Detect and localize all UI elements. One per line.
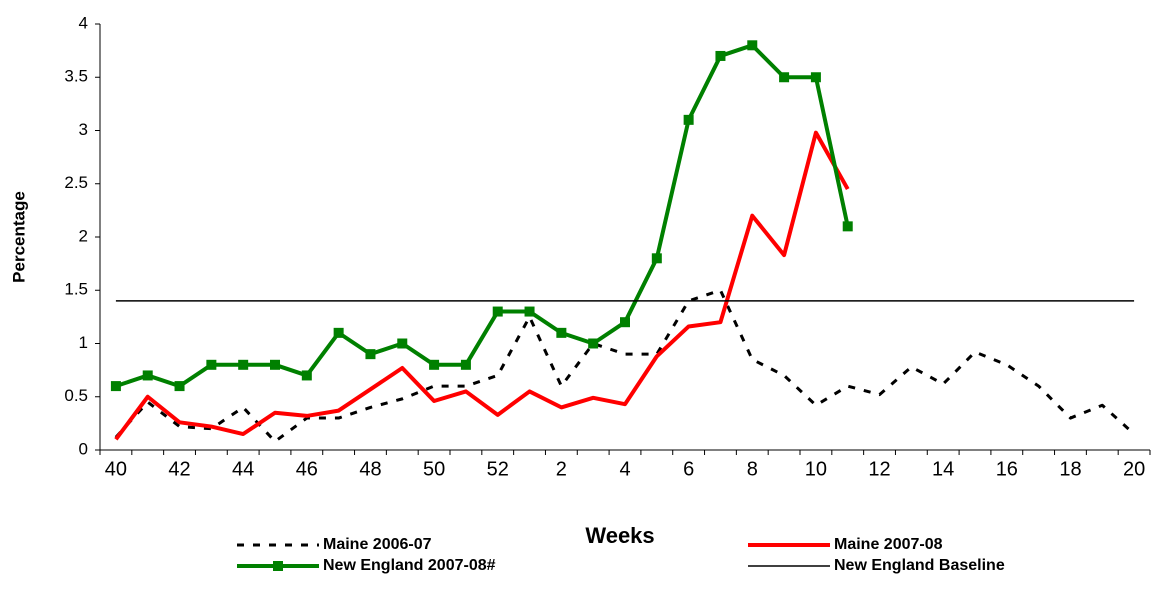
x-tick-label: 10 <box>805 458 827 480</box>
marker <box>715 50 726 61</box>
x-tick-label: 4 <box>619 458 630 480</box>
y-tick-label: 1 <box>79 333 88 352</box>
y-tick-label: 3.5 <box>64 67 88 86</box>
marker <box>110 381 121 392</box>
x-tick-label: 44 <box>232 458 254 480</box>
x-tick-label: 12 <box>868 458 890 480</box>
marker <box>174 381 185 392</box>
legend-label: New England Baseline <box>834 557 1005 574</box>
y-tick-label: 2 <box>79 226 88 245</box>
series-line <box>114 130 850 441</box>
marker <box>365 349 376 360</box>
y-axis-label: Percentage <box>9 191 28 283</box>
marker <box>747 40 758 51</box>
x-tick-label: 2 <box>556 458 567 480</box>
x-tick-label: 16 <box>996 458 1018 480</box>
y-tick-label: 1.5 <box>64 280 88 299</box>
marker <box>492 306 503 317</box>
legend-label: Maine 2006-07 <box>323 536 432 553</box>
marker <box>206 359 217 370</box>
x-tick-label: 14 <box>932 458 954 480</box>
marker <box>429 359 440 370</box>
marker <box>588 338 599 349</box>
marker <box>620 317 630 328</box>
y-tick-label: 2.5 <box>64 173 88 192</box>
legend-label: New England 2007-08# <box>323 557 496 574</box>
marker <box>779 72 790 83</box>
marker <box>524 306 535 317</box>
y-tick-label: 4 <box>79 13 88 32</box>
marker <box>142 370 153 381</box>
x-tick-label: 6 <box>683 458 694 480</box>
marker <box>333 327 344 338</box>
x-axis-label: Weeks <box>585 523 654 548</box>
x-tick-label: 8 <box>747 458 758 480</box>
marker <box>683 114 694 125</box>
x-tick-label: 46 <box>296 458 318 480</box>
marker <box>842 221 853 232</box>
marker <box>810 72 821 83</box>
x-tick-label: 40 <box>105 458 127 480</box>
y-tick-label: 0.5 <box>64 386 88 405</box>
y-tick-label: 3 <box>79 120 88 139</box>
legend-marker <box>273 561 283 571</box>
marker <box>556 327 567 338</box>
marker <box>397 338 408 349</box>
marker <box>301 370 312 381</box>
marker <box>460 359 471 370</box>
x-tick-label: 18 <box>1059 458 1081 480</box>
x-tick-label: 20 <box>1123 458 1145 480</box>
y-tick-label: 0 <box>79 439 88 458</box>
x-tick-label: 50 <box>423 458 445 480</box>
marker <box>238 359 249 370</box>
x-tick-label: 48 <box>359 458 381 480</box>
series-line <box>115 43 850 389</box>
marker <box>651 253 662 264</box>
x-tick-label: 52 <box>487 458 509 480</box>
marker <box>270 359 280 370</box>
legend-label: Maine 2007-08 <box>834 536 943 553</box>
x-tick-label: 42 <box>168 458 190 480</box>
